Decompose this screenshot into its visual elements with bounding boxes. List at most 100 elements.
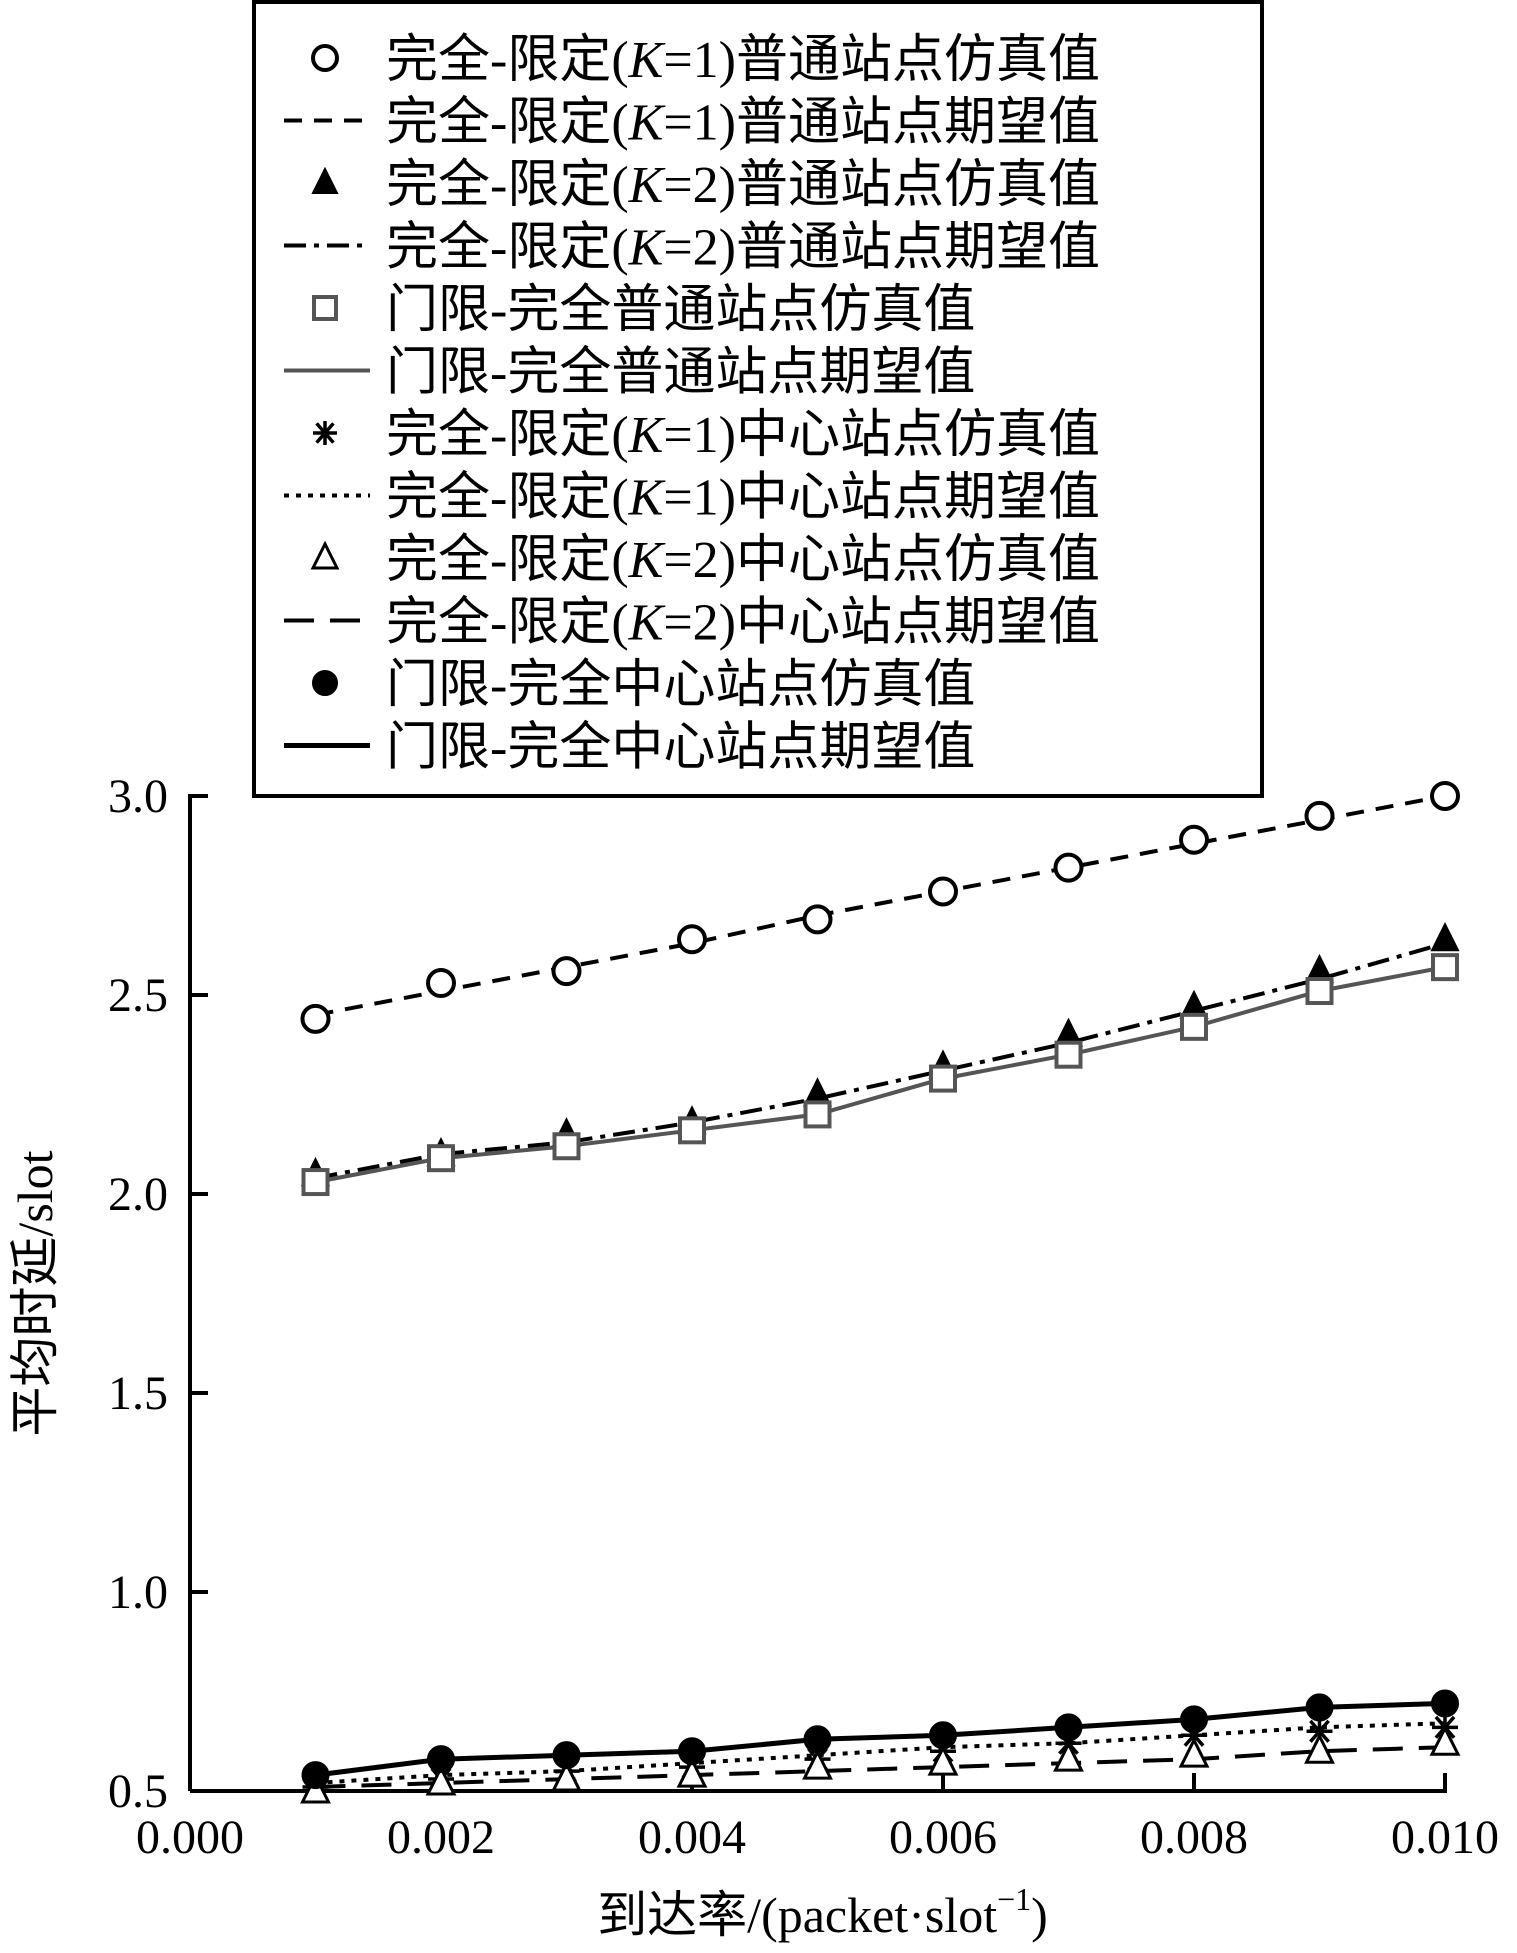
data-point (1054, 1713, 1083, 1742)
marker-circle (928, 876, 958, 907)
legend-label-2: 完全-限定(K=2)普通站点仿真值 (386, 157, 1100, 214)
marker-triangle-open (1053, 1740, 1084, 1772)
legend-label-part: 完全-限定( (386, 595, 629, 652)
marker-circle (677, 924, 707, 955)
data-point (1304, 800, 1335, 831)
legend-label-part: =1)普通站点仿真值 (663, 32, 1100, 89)
legend-label-part: =2)普通站点仿真值 (663, 157, 1100, 214)
legend-label-9: 完全-限定(K=2)中心站点期望值 (386, 595, 1100, 652)
data-point (1430, 922, 1460, 952)
marker-square (678, 1116, 706, 1145)
series-markers-4 (301, 953, 1459, 1197)
marker-circle (1179, 824, 1209, 855)
legend-label-11: 门限-完全中心站点期望值 (386, 720, 975, 777)
series-line-7 (315, 1721, 1446, 1785)
marker-triangle (1430, 922, 1460, 952)
data-point (1180, 1705, 1208, 1734)
legend-marker-0 (311, 44, 339, 72)
marker-triangle-open (802, 1748, 833, 1780)
data-point (928, 876, 958, 907)
marker-square (1054, 1040, 1083, 1069)
marker-circle (551, 956, 582, 987)
marker-dot (1305, 1693, 1334, 1722)
data-point (1178, 1736, 1210, 1768)
y-tick-label: 2.0 (108, 1168, 168, 1221)
y-tick-label: 3.0 (108, 770, 168, 823)
legend-label-k: K (628, 532, 666, 589)
legend-label-part: 完全-限定( (386, 220, 629, 277)
legend-marker-4 (312, 295, 338, 321)
marker-circle (426, 968, 456, 999)
data-point (927, 1744, 959, 1776)
data-point (802, 904, 833, 935)
legend-label-part: 完全-限定( (386, 95, 629, 152)
data-point (301, 1761, 330, 1790)
x-axis-title-main: 到达率/(packet·slot (597, 1887, 997, 1943)
marker-dot (678, 1737, 706, 1766)
marker-circle (1304, 800, 1335, 831)
data-point (1305, 977, 1334, 1006)
data-point (426, 968, 456, 999)
marker-circle (1053, 852, 1084, 883)
series-markers-8 (300, 1724, 1461, 1804)
legend-label-k: K (628, 470, 666, 527)
legend-label-1: 完全-限定(K=1)普通站点期望值 (386, 95, 1100, 152)
marker-triangle-open (927, 1744, 959, 1776)
marker-dot (301, 1761, 330, 1790)
legend-box (252, 0, 1264, 798)
x-tick-label: 0.008 (1140, 1811, 1248, 1864)
marker-triangle-open (1304, 1732, 1335, 1764)
marker-dot (1054, 1713, 1083, 1742)
series-line-9 (315, 1745, 1446, 1789)
marker-triangle-open (1178, 1736, 1210, 1768)
data-point (551, 1760, 582, 1792)
marker-triangle-open (551, 1760, 582, 1792)
data-point (1429, 1724, 1461, 1756)
data-point (301, 1168, 330, 1197)
data-point (929, 1064, 957, 1093)
legend-label-part: =2)普通站点期望值 (663, 220, 1100, 277)
series-markers-10 (301, 1689, 1459, 1790)
axis-titles: 平均时延/slot 到达率/(packet·slot−1) (7, 1150, 1048, 1943)
data-point (1431, 953, 1459, 982)
legend-label-k: K (628, 220, 666, 277)
legend-marker-8 (310, 540, 340, 570)
x-tick-label: 0.000 (136, 1811, 244, 1864)
legend-label-4: 门限-完全普通站点仿真值 (386, 282, 975, 339)
series-markers-2 (300, 922, 1460, 1187)
data-point (1179, 824, 1209, 855)
legend-label-part: 完全-限定( (386, 32, 629, 89)
marker-circle (1430, 781, 1460, 811)
x-axis-title: 到达率/(packet·slot−1) (597, 1881, 1048, 1943)
data-point (1431, 1689, 1459, 1718)
data-point (1054, 1040, 1083, 1069)
legend-marker-10 (312, 670, 338, 696)
legend-label-5: 门限-完全普通站点期望值 (386, 345, 975, 402)
y-axis-title: 平均时延/slot (7, 1150, 63, 1436)
data-point (1180, 1012, 1208, 1041)
marker-triangle-open (676, 1756, 708, 1788)
marker-square (427, 1144, 455, 1173)
legend-label-part: =2)中心站点期望值 (663, 595, 1100, 652)
legend-label-part: =1)普通站点期望值 (663, 95, 1100, 152)
legend-label-part: =1)中心站点期望值 (663, 470, 1100, 527)
plot-series (300, 781, 1461, 1804)
series-markers-0 (300, 781, 1460, 1034)
data-point (427, 1144, 455, 1173)
marker-square (1431, 953, 1459, 982)
legend-label-3: 完全-限定(K=2)普通站点期望值 (386, 220, 1100, 277)
legend-label-k: K (628, 95, 666, 152)
marker-dot (929, 1721, 957, 1750)
legend-marker-6 (313, 421, 337, 445)
marker-square (803, 1100, 832, 1129)
marker-triangle (311, 166, 339, 194)
marker-square (301, 1168, 330, 1197)
y-tick-label: 1.0 (108, 1566, 168, 1619)
marker-triangle-open (1429, 1724, 1461, 1756)
legend-label-part: =2)中心站点仿真值 (663, 532, 1100, 589)
legend-marker-2 (311, 166, 339, 194)
marker-dot (803, 1725, 832, 1754)
data-point (678, 1116, 706, 1145)
data-point (803, 1725, 832, 1754)
marker-circle (802, 904, 833, 935)
